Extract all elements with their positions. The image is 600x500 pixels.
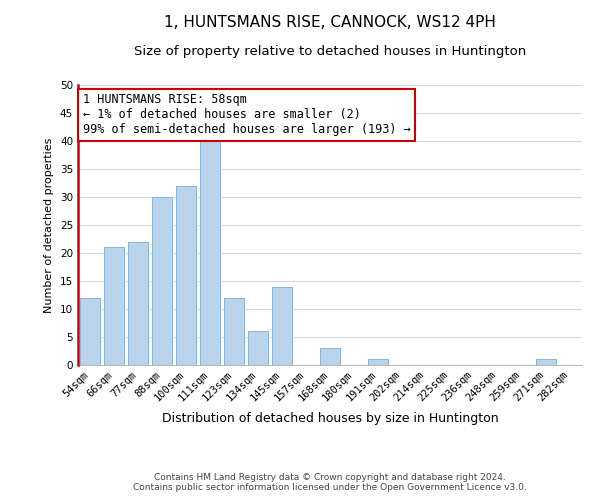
- Bar: [248, 332, 268, 365]
- Y-axis label: Number of detached properties: Number of detached properties: [44, 138, 55, 312]
- Text: Size of property relative to detached houses in Huntington: Size of property relative to detached ho…: [134, 45, 526, 58]
- Bar: [536, 360, 556, 365]
- Text: Contains HM Land Registry data © Crown copyright and database right 2024.
Contai: Contains HM Land Registry data © Crown c…: [133, 473, 527, 492]
- Bar: [104, 248, 124, 365]
- Text: 1 HUNTSMANS RISE: 58sqm
← 1% of detached houses are smaller (2)
99% of semi-deta: 1 HUNTSMANS RISE: 58sqm ← 1% of detached…: [83, 94, 410, 136]
- Bar: [80, 298, 100, 365]
- Bar: [176, 186, 196, 365]
- Bar: [128, 242, 148, 365]
- Bar: [320, 348, 340, 365]
- Bar: [272, 286, 292, 365]
- X-axis label: Distribution of detached houses by size in Huntington: Distribution of detached houses by size …: [161, 412, 499, 425]
- Bar: [368, 360, 388, 365]
- Bar: [152, 197, 172, 365]
- Bar: [200, 136, 220, 365]
- Text: 1, HUNTSMANS RISE, CANNOCK, WS12 4PH: 1, HUNTSMANS RISE, CANNOCK, WS12 4PH: [164, 15, 496, 30]
- Bar: [224, 298, 244, 365]
